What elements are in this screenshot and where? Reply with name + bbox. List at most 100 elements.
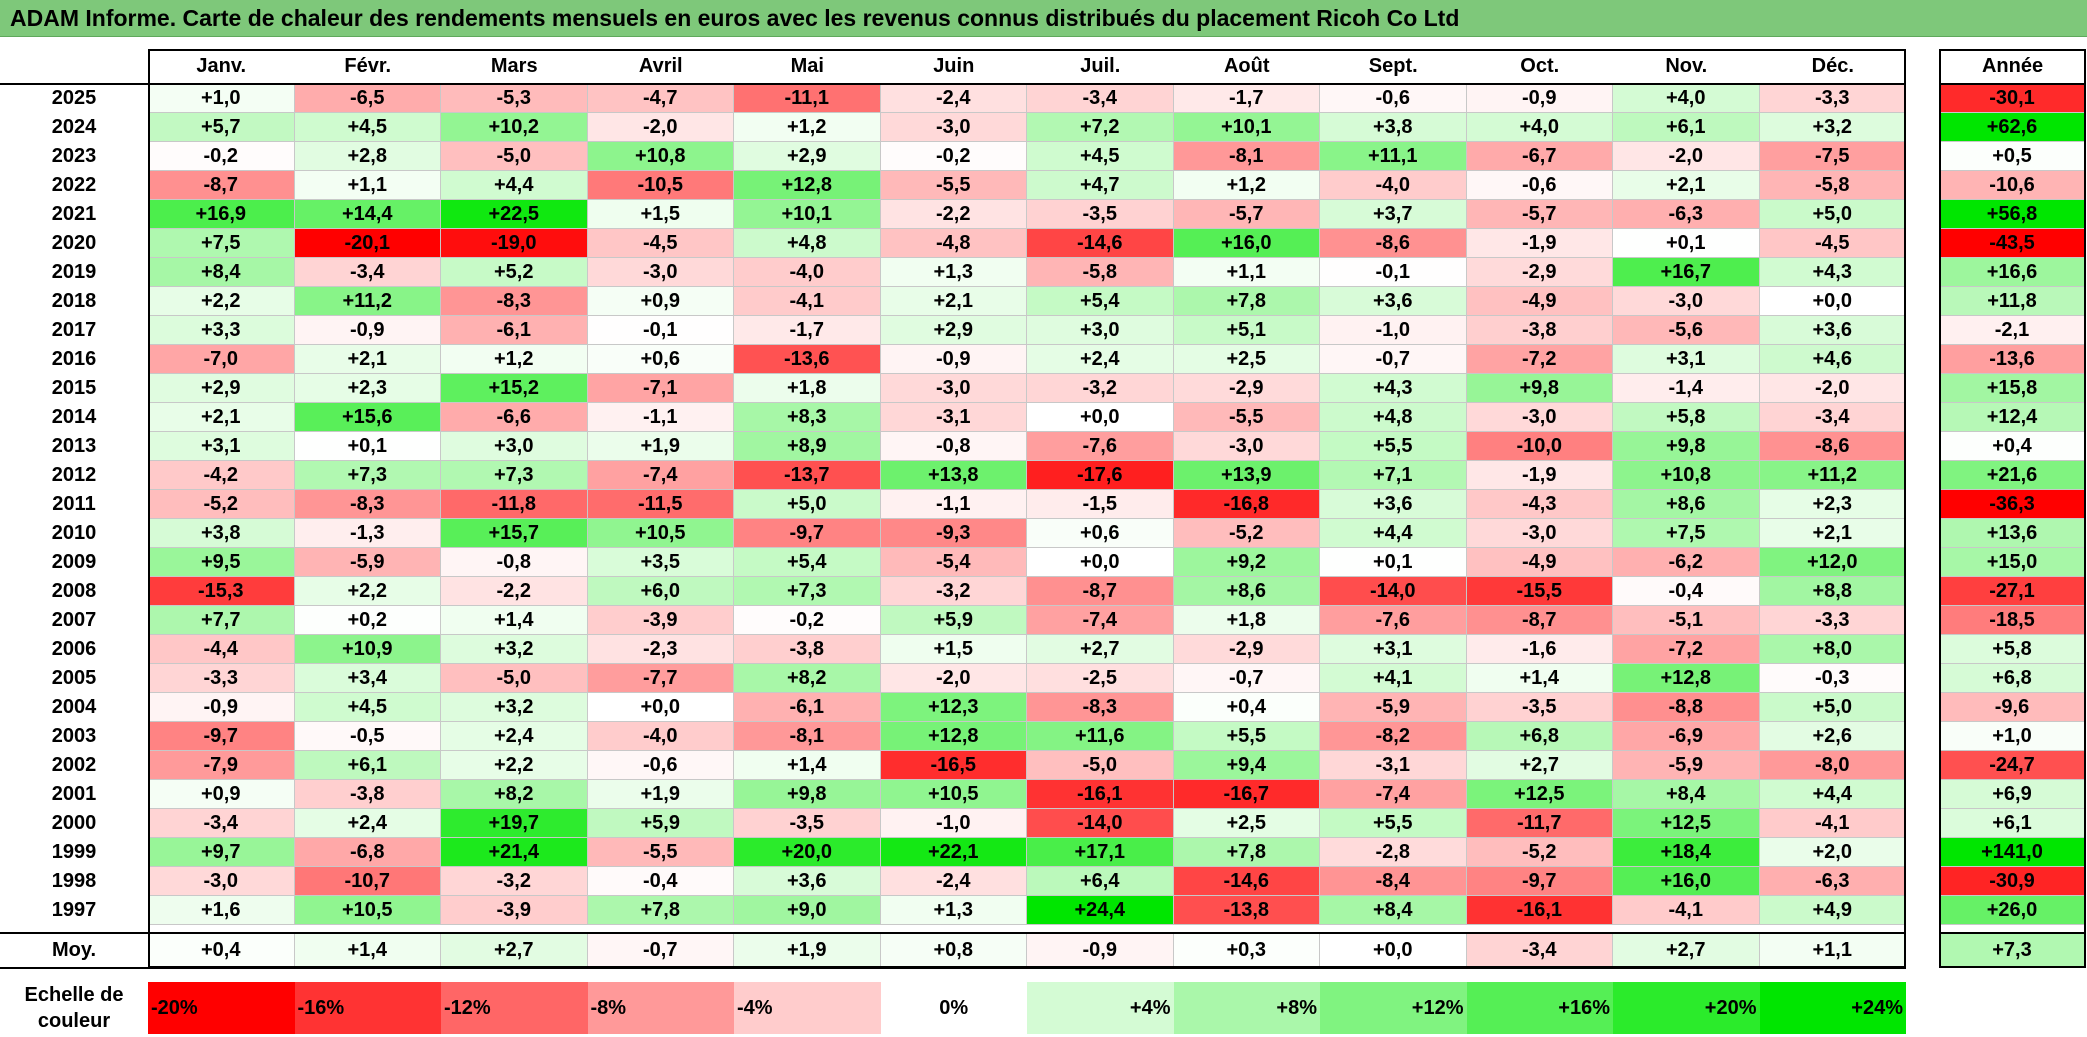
heatmap-cell: +10,8 — [587, 142, 734, 171]
heatmap-cell: -3,5 — [734, 809, 881, 838]
heatmap-cell: -0,9 — [294, 316, 441, 345]
heatmap-cell: +1,1 — [1173, 258, 1320, 287]
heatmap-cell: +9,8 — [734, 780, 881, 809]
heatmap-cell: -13,8 — [1173, 896, 1320, 925]
color-scale-swatch: +8% — [1173, 982, 1320, 1034]
heatmap-cell: +2,9 — [148, 374, 295, 403]
heatmap-cell: +4,1 — [1320, 664, 1467, 693]
heatmap-cell: -6,3 — [1613, 200, 1760, 229]
annual-cell: +6,9 — [1939, 780, 2086, 809]
heatmap-cell: +8,6 — [1613, 490, 1760, 519]
heatmap-cell: +4,8 — [734, 229, 881, 258]
heatmap-cell: -4,3 — [1466, 490, 1613, 519]
heatmap-cell: +7,3 — [294, 461, 441, 490]
heatmap-cell: +2,2 — [441, 751, 588, 780]
heatmap-cell: +1,2 — [734, 113, 881, 142]
average-divider-annual — [1939, 932, 2086, 934]
heatmap-cell: -0,8 — [441, 548, 588, 577]
heatmap-cell: -1,6 — [1466, 635, 1613, 664]
heatmap-cell: +0,1 — [1320, 548, 1467, 577]
color-scale-swatch: +12% — [1320, 982, 1467, 1034]
heatmap-cell: +3,0 — [1027, 316, 1174, 345]
heatmap-cell: +9,8 — [1466, 374, 1613, 403]
year-label: 2002 — [51, 754, 97, 776]
heatmap-cell: -5,2 — [148, 490, 295, 519]
heatmap-cell: -17,6 — [1027, 461, 1174, 490]
heatmap-cell: -2,0 — [587, 113, 734, 142]
year-label: 2004 — [51, 696, 97, 718]
heatmap-cell: -16,8 — [1173, 490, 1320, 519]
color-scale-swatch: -4% — [734, 982, 881, 1034]
heatmap-cell: -3,0 — [880, 113, 1027, 142]
heatmap-cell: +13,9 — [1173, 461, 1320, 490]
heatmap-cell: -3,0 — [880, 374, 1027, 403]
heatmap-cell: -4,0 — [1320, 171, 1467, 200]
heatmap-cell: +0,6 — [1027, 519, 1174, 548]
heatmap-cell: +10,1 — [734, 200, 881, 229]
heatmap-cell: +3,6 — [1320, 490, 1467, 519]
year-label: 1997 — [51, 899, 97, 921]
heatmap-cell: +9,2 — [1173, 548, 1320, 577]
heatmap-cell: -13,6 — [734, 345, 881, 374]
heatmap-cell: +8,6 — [1173, 577, 1320, 606]
heatmap-cell: -8,7 — [148, 171, 295, 200]
heatmap-cell: -0,9 — [880, 345, 1027, 374]
annual-cell: -30,9 — [1939, 867, 2086, 896]
heatmap-cell: +12,5 — [1613, 809, 1760, 838]
heatmap-cell: -1,9 — [1466, 461, 1613, 490]
annual-cell: +11,8 — [1939, 287, 2086, 316]
average-cell: +0,4 — [148, 934, 295, 967]
heatmap-cell: +3,7 — [1320, 200, 1467, 229]
year-label: 2007 — [51, 609, 97, 631]
heatmap-cell: +10,1 — [1173, 113, 1320, 142]
heatmap-cell: -10,5 — [587, 171, 734, 200]
heatmap-cell: +2,7 — [1027, 635, 1174, 664]
heatmap-cell: +16,7 — [1613, 258, 1760, 287]
heatmap-cell: -7,5 — [1759, 142, 1906, 171]
heatmap-cell: -3,1 — [880, 403, 1027, 432]
heatmap-cell: +4,7 — [1027, 171, 1174, 200]
heatmap-cell: -3,8 — [734, 635, 881, 664]
heatmap-cell: +2,5 — [1173, 345, 1320, 374]
heatmap-cell: -0,7 — [1173, 664, 1320, 693]
heatmap-cell: -0,2 — [734, 606, 881, 635]
annual-cell: +13,6 — [1939, 519, 2086, 548]
annual-cell: +56,8 — [1939, 200, 2086, 229]
heatmap-cell: +1,6 — [148, 896, 295, 925]
heatmap-cell: +7,8 — [1173, 838, 1320, 867]
heatmap-cell: +8,0 — [1759, 635, 1906, 664]
heatmap-cell: +9,8 — [1613, 432, 1760, 461]
heatmap-cell: -14,6 — [1173, 867, 1320, 896]
year-label: 2000 — [51, 812, 97, 834]
year-label: 2019 — [51, 261, 97, 283]
heatmap-cell: +12,8 — [734, 171, 881, 200]
year-label: 2016 — [51, 348, 97, 370]
heatmap-cell: +17,1 — [1027, 838, 1174, 867]
heatmap-cell: +8,2 — [441, 780, 588, 809]
heatmap-cell: -2,3 — [587, 635, 734, 664]
heatmap-cell: +11,2 — [294, 287, 441, 316]
color-scale-swatch: -8% — [587, 982, 734, 1034]
heatmap-cell: +0,9 — [587, 287, 734, 316]
annual-cell: -24,7 — [1939, 751, 2086, 780]
heatmap-cell: +3,4 — [294, 664, 441, 693]
heatmap-cell: -1,3 — [294, 519, 441, 548]
heatmap-cell: -3,0 — [1466, 519, 1613, 548]
heatmap-cell: +0,1 — [294, 432, 441, 461]
heatmap-cell: +0,0 — [1027, 548, 1174, 577]
heatmap-cell: -1,1 — [587, 403, 734, 432]
heatmap-cell: +3,3 — [148, 316, 295, 345]
heatmap-cell: -0,2 — [148, 142, 295, 171]
heatmap-cell: -8,7 — [1027, 577, 1174, 606]
average-label: Moy. — [51, 939, 97, 961]
heatmap-cell: +22,5 — [441, 200, 588, 229]
month-header: Août — [1223, 55, 1270, 77]
heatmap-cell: +5,5 — [1173, 722, 1320, 751]
heatmap-cell: +3,1 — [1320, 635, 1467, 664]
heatmap-cell: -5,7 — [1173, 200, 1320, 229]
heatmap-cell: +6,0 — [587, 577, 734, 606]
year-label: 2021 — [51, 203, 97, 225]
heatmap-cell: -3,0 — [1466, 403, 1613, 432]
heatmap-cell: +16,0 — [1173, 229, 1320, 258]
year-label: 2020 — [51, 232, 97, 254]
